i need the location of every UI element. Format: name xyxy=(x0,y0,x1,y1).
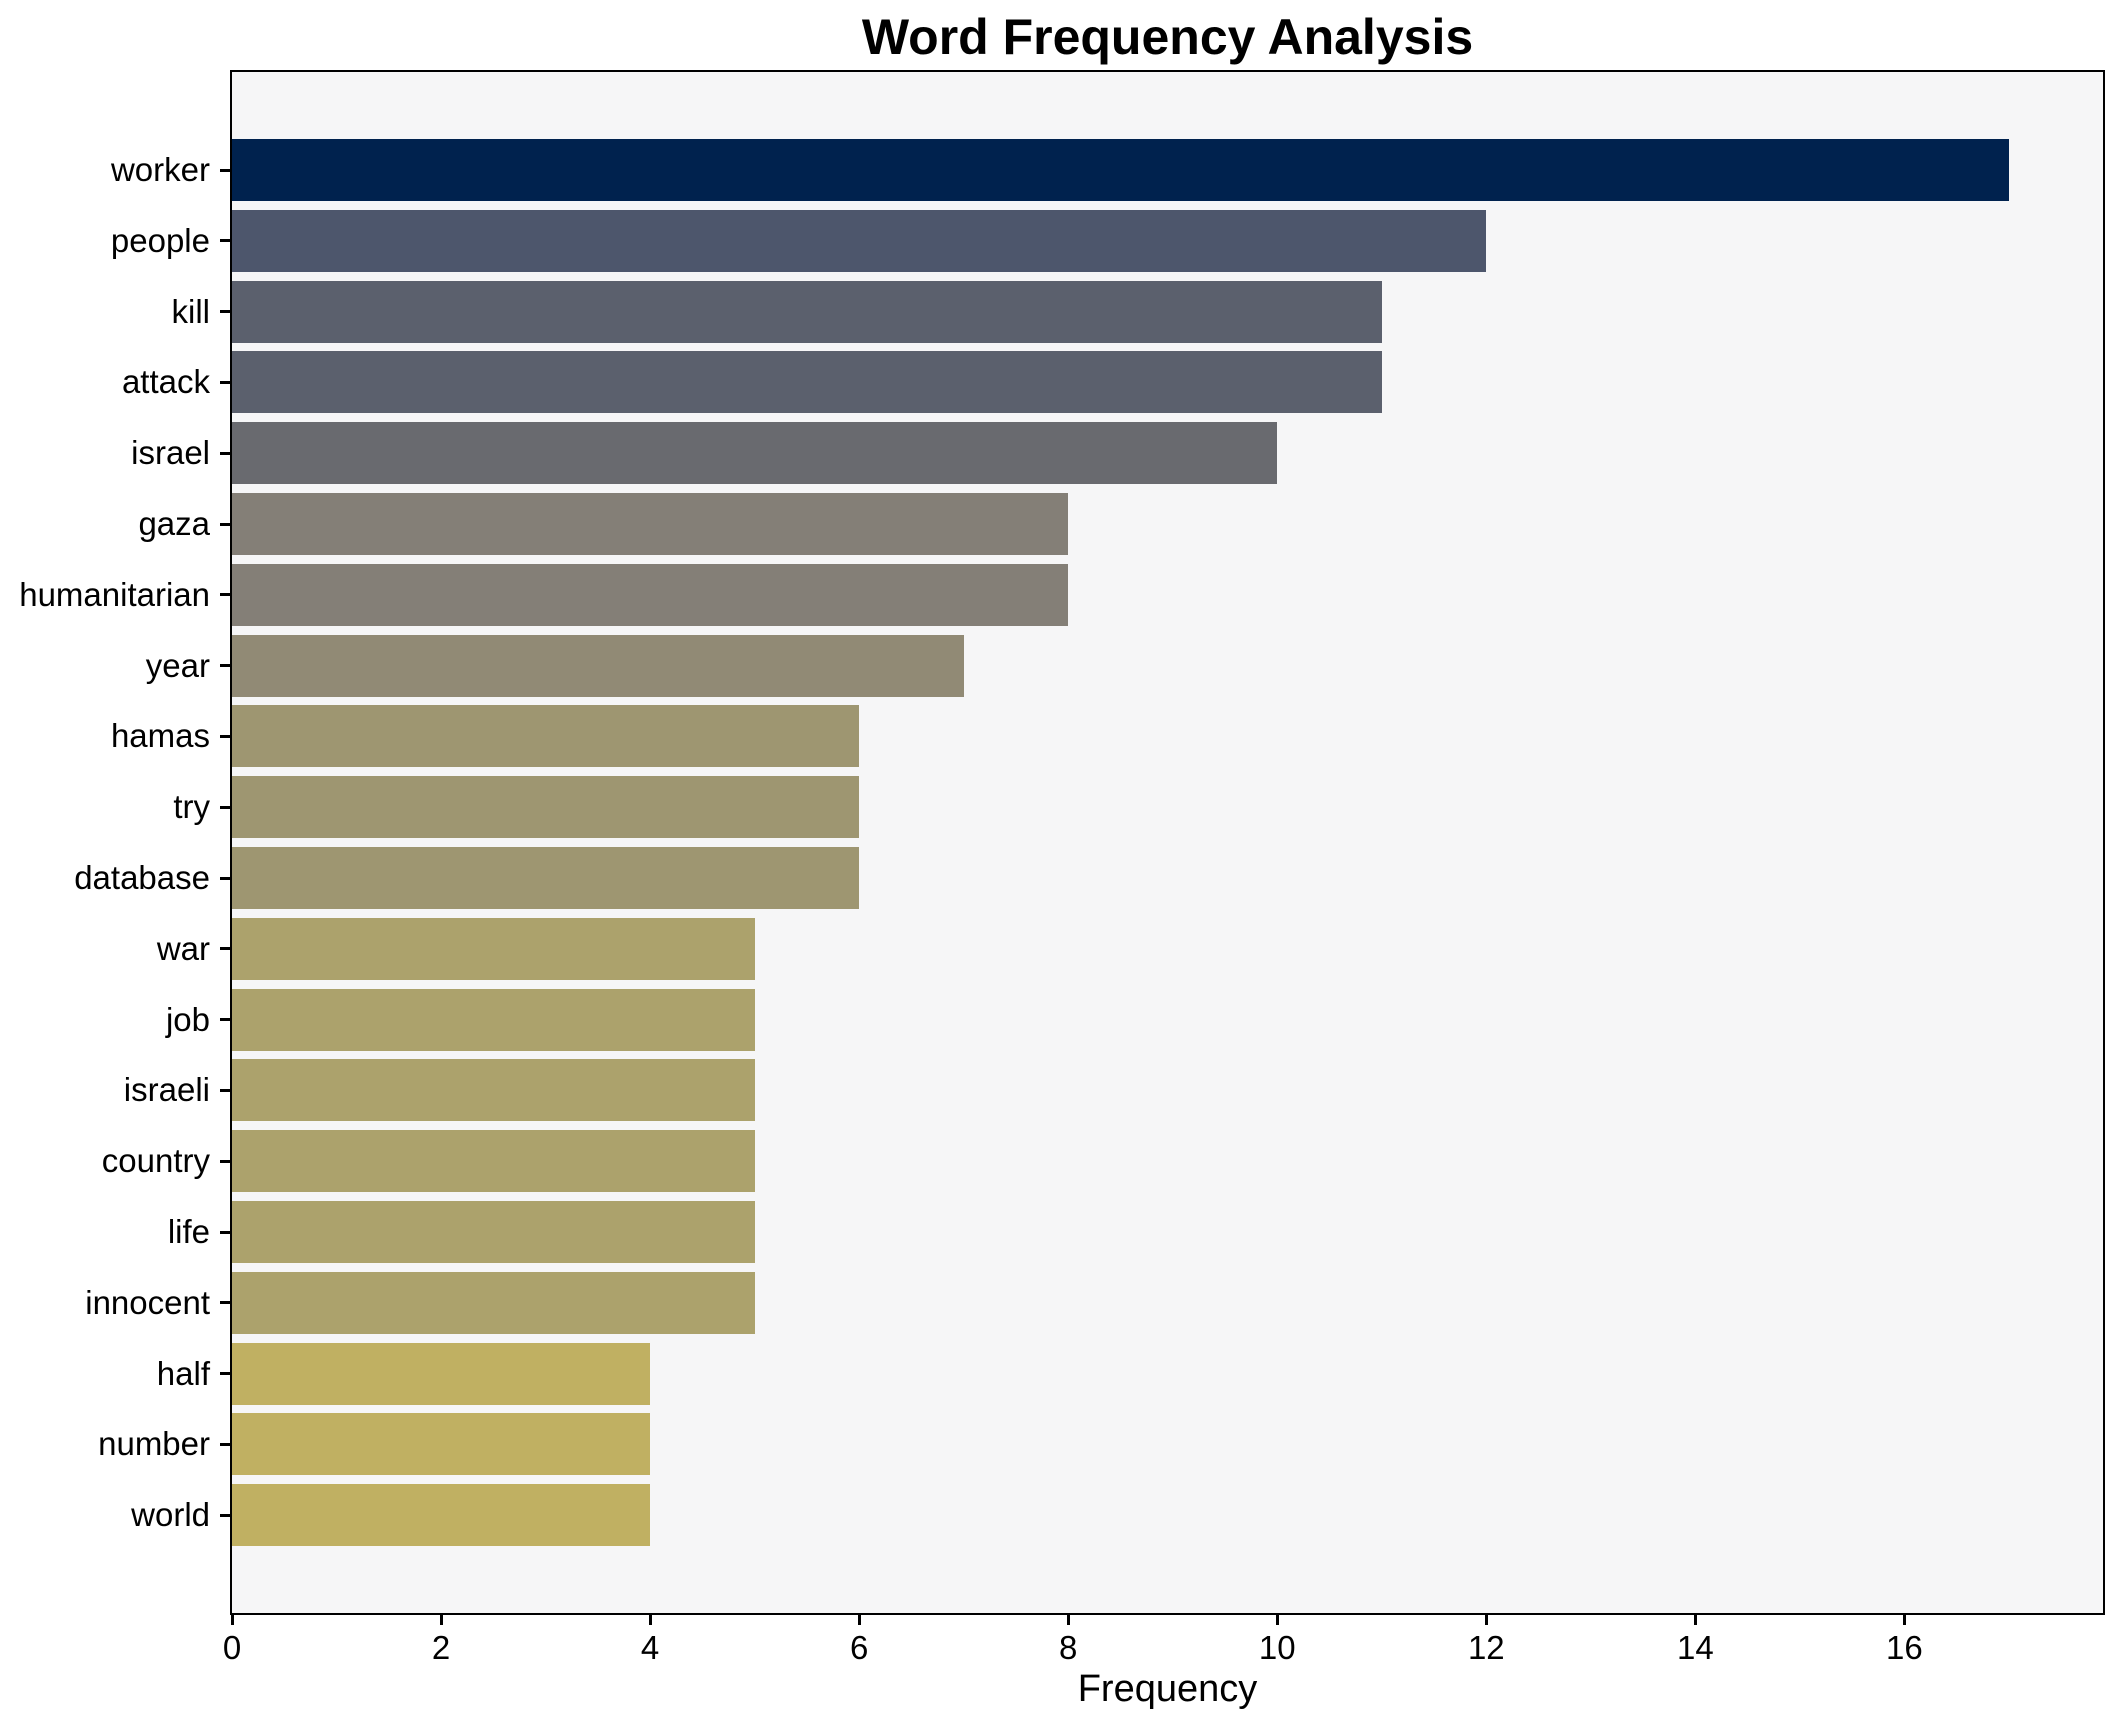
x-tick-label: 6 xyxy=(849,1629,869,1666)
y-tick-mark xyxy=(220,522,232,526)
y-tick-label-database: database xyxy=(74,859,210,896)
y-tick-mark xyxy=(220,805,232,809)
y-tick-label-year: year xyxy=(145,646,210,684)
bar-israeli xyxy=(232,1059,755,1122)
y-tick-mark xyxy=(220,168,232,172)
bar-worker xyxy=(232,139,2009,201)
y-tick-label-innocent: innocent xyxy=(85,1283,210,1321)
x-tick-label: 8 xyxy=(1059,1629,1078,1666)
x-tick-mark xyxy=(230,1613,234,1625)
bar-israel xyxy=(232,422,1278,485)
x-tick-mark xyxy=(1484,1613,1488,1625)
x-tick-mark xyxy=(1275,1613,1279,1625)
y-tick-mark xyxy=(220,1301,232,1305)
bar-life xyxy=(232,1201,755,1263)
y-tick-label-hamas: hamas xyxy=(110,717,210,755)
y-tick-mark xyxy=(220,593,232,597)
x-tick-label: 14 xyxy=(1676,1629,1714,1666)
y-tick-label-kill: kill xyxy=(171,292,211,330)
bar-country xyxy=(232,1130,755,1193)
x-tick-mark xyxy=(1693,1613,1697,1625)
y-tick-label-country: country xyxy=(101,1142,210,1180)
y-tick-mark xyxy=(220,1018,232,1022)
x-tick-label: 0 xyxy=(222,1629,242,1666)
y-tick-mark xyxy=(220,1088,232,1092)
x-tick-mark xyxy=(648,1613,652,1625)
y-tick-mark xyxy=(220,1230,232,1234)
y-tick-label-job: job xyxy=(165,1000,210,1038)
y-tick-mark xyxy=(220,451,232,455)
bar-humanitarian xyxy=(232,563,1069,626)
y-tick-label-people: people xyxy=(110,221,210,259)
bar-kill xyxy=(232,280,1382,343)
y-tick-label-attack: attack xyxy=(121,363,210,401)
y-tick-label-try: try xyxy=(173,788,210,826)
bar-number xyxy=(232,1413,651,1476)
y-tick-mark xyxy=(220,310,232,314)
y-tick-mark xyxy=(220,664,232,668)
y-tick-mark xyxy=(220,1372,232,1376)
y-tick-label-war: war xyxy=(156,929,210,967)
x-tick-label: 10 xyxy=(1258,1629,1296,1666)
y-tick-mark xyxy=(220,1442,232,1446)
x-tick-label: 4 xyxy=(640,1629,660,1666)
y-tick-mark xyxy=(220,1159,232,1163)
bar-job xyxy=(232,988,755,1051)
y-tick-label-gaza: gaza xyxy=(138,505,210,542)
y-tick-label-world: world xyxy=(131,1496,210,1534)
x-tick-label: 12 xyxy=(1467,1629,1505,1666)
bar-world xyxy=(232,1484,651,1547)
y-tick-label-life: life xyxy=(167,1213,210,1250)
x-tick-label: 2 xyxy=(431,1629,451,1666)
y-tick-label-number: number xyxy=(98,1425,210,1463)
bar-database xyxy=(232,847,860,909)
bar-attack xyxy=(232,351,1382,414)
y-tick-mark xyxy=(220,734,232,738)
bar-gaza xyxy=(232,493,1069,555)
y-tick-mark xyxy=(220,1513,232,1517)
x-tick-label: 16 xyxy=(1886,1629,1923,1666)
x-axis-label: Frequency xyxy=(1077,1668,1258,1710)
y-tick-label-humanitarian: humanitarian xyxy=(19,575,210,613)
x-tick-mark xyxy=(857,1613,861,1625)
y-tick-label-half: half xyxy=(156,1354,210,1392)
bar-half xyxy=(232,1342,651,1405)
bar-people xyxy=(232,209,1487,272)
bar-innocent xyxy=(232,1271,755,1334)
bar-hamas xyxy=(232,705,860,768)
y-tick-mark xyxy=(220,876,232,880)
bar-try xyxy=(232,776,860,839)
chart-title: Word Frequency Analysis xyxy=(861,9,1474,65)
y-tick-label-worker: worker xyxy=(110,151,210,188)
x-tick-mark xyxy=(439,1613,443,1625)
y-tick-label-israel: israel xyxy=(131,434,210,472)
x-tick-mark xyxy=(1902,1613,1906,1625)
y-tick-mark xyxy=(220,380,232,384)
y-tick-mark xyxy=(220,947,232,951)
bar-year xyxy=(232,634,964,697)
bar-war xyxy=(232,917,755,980)
x-tick-mark xyxy=(1066,1613,1070,1625)
y-tick-label-israeli: israeli xyxy=(123,1071,210,1109)
y-tick-mark xyxy=(220,239,232,243)
